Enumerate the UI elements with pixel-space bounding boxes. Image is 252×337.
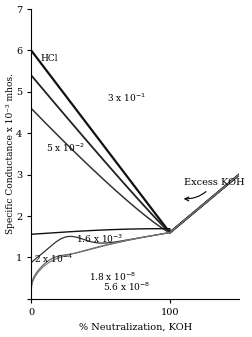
- Text: 1.8 x 10$^{-8}$: 1.8 x 10$^{-8}$: [89, 271, 136, 283]
- Text: Excess KOH: Excess KOH: [183, 178, 243, 201]
- Text: 3 x 10$^{-1}$: 3 x 10$^{-1}$: [107, 92, 146, 104]
- Text: 5.6 x 10$^{-8}$: 5.6 x 10$^{-8}$: [103, 280, 150, 293]
- Text: 2 x 10$^{-4}$: 2 x 10$^{-4}$: [34, 252, 73, 265]
- X-axis label: % Neutralization, KOH: % Neutralization, KOH: [78, 323, 191, 332]
- Text: HCl: HCl: [41, 54, 58, 63]
- Text: 1.6 x 10$^{-3}$: 1.6 x 10$^{-3}$: [75, 233, 122, 245]
- Y-axis label: Specific Conductance x 10⁻³ mhos.: Specific Conductance x 10⁻³ mhos.: [6, 73, 15, 235]
- Text: 5 x 10$^{-2}$: 5 x 10$^{-2}$: [46, 142, 85, 154]
